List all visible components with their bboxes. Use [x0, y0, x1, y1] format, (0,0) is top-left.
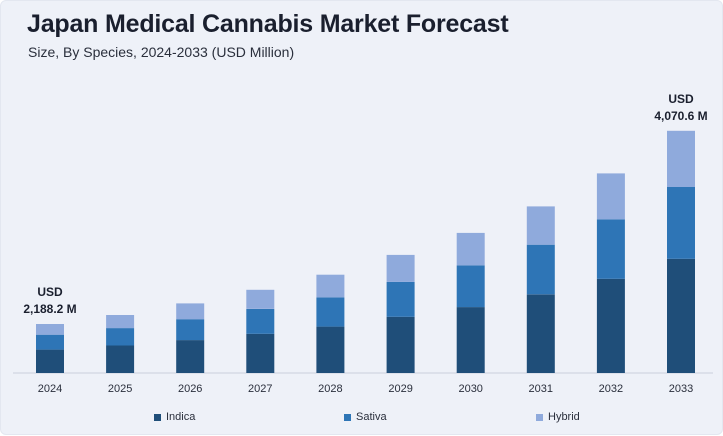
x-tick-label: 2027 [248, 383, 272, 395]
bar-hybrid-2025 [106, 315, 135, 329]
annotation-currency-label: USD [37, 285, 63, 299]
x-tick-labels: 2024 2025 2026 2027 2028 2029 2030 2031 2032 2033 [38, 383, 693, 395]
bar-hybrid-2024 [36, 324, 64, 335]
bar-hybrid-2027 [246, 289, 275, 309]
bar-sativa-2027 [246, 308, 275, 334]
bar-indica-2031 [526, 294, 555, 373]
bar-indica-2025 [106, 345, 135, 373]
x-tick-label: 2028 [318, 383, 342, 395]
x-tick-label: 2029 [388, 383, 412, 395]
x-tick-label: 2033 [669, 383, 693, 395]
bar-indica-2033 [667, 258, 695, 373]
annotation-currency-label: USD [668, 92, 694, 106]
legend: Indica Sativa Hybrid [1, 411, 723, 427]
annotations-group: USD 2,188.2 M USD 4,070.6 M [23, 92, 707, 316]
x-tick-label: 2032 [599, 383, 623, 395]
bar-indica-2027 [246, 333, 275, 373]
bar-indica-2028 [316, 326, 345, 373]
legend-label: Sativa [356, 411, 387, 423]
legend-item-sativa: Sativa [344, 411, 387, 423]
bar-sativa-2033 [667, 187, 695, 259]
bar-sativa-2030 [456, 265, 485, 308]
legend-swatch [344, 413, 351, 421]
bar-hybrid-2031 [526, 206, 555, 245]
legend-item-hybrid: Hybrid [536, 411, 580, 423]
bar-sativa-2029 [386, 281, 415, 317]
bar-sativa-2026 [176, 319, 205, 341]
x-tick-label: 2024 [38, 383, 62, 395]
bar-hybrid-2028 [316, 274, 345, 298]
bar-sativa-2031 [526, 244, 555, 295]
legend-swatch [154, 413, 161, 421]
bar-indica-2024 [36, 349, 64, 373]
legend-item-indica: Indica [154, 411, 195, 423]
bar-sativa-2024 [36, 334, 64, 350]
x-tick-label: 2025 [108, 383, 132, 395]
bar-indica-2026 [176, 340, 205, 373]
bar-hybrid-2032 [596, 173, 625, 220]
x-tick-label: 2031 [529, 383, 553, 395]
legend-label: Hybrid [548, 411, 580, 423]
bar-hybrid-2029 [386, 254, 415, 282]
bar-sativa-2025 [106, 328, 135, 346]
bar-sativa-2028 [316, 297, 345, 327]
legend-swatch [536, 413, 543, 421]
bar-indica-2030 [456, 307, 485, 373]
annotation-value-label: 2,188.2 M [23, 302, 76, 316]
bars-group [36, 130, 695, 373]
bar-hybrid-2033 [667, 130, 695, 187]
chart-title: Japan Medical Cannabis Market Forecast [27, 10, 509, 38]
legend-label: Indica [166, 411, 196, 423]
bar-hybrid-2026 [176, 303, 205, 320]
bar-hybrid-2030 [456, 232, 485, 266]
chart-subtitle: Size, By Species, 2024-2033 (USD Million… [28, 44, 295, 60]
bar-indica-2029 [386, 316, 415, 373]
x-tick-label: 2026 [178, 383, 202, 395]
annotation-value-label: 4,070.6 M [654, 109, 707, 123]
x-tick-label: 2030 [458, 383, 482, 395]
bar-indica-2032 [596, 278, 625, 373]
bar-sativa-2032 [596, 219, 625, 279]
